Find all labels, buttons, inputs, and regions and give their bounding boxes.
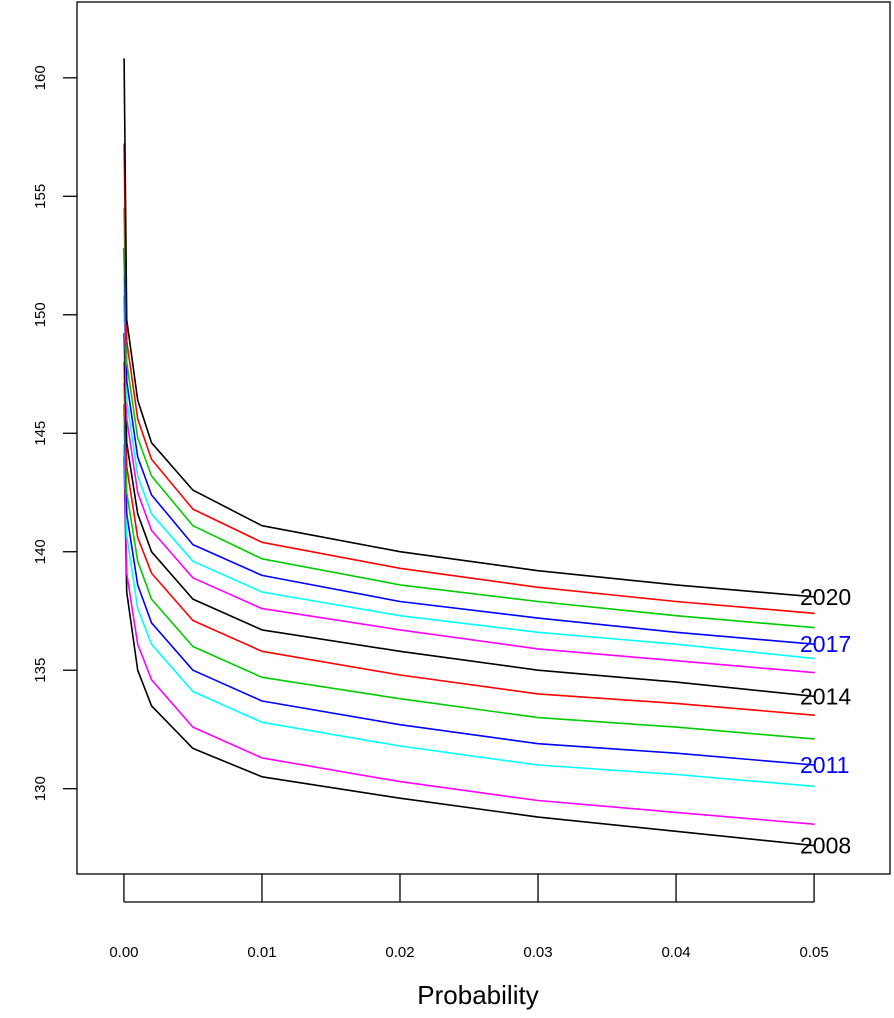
series-line-5 (123, 361, 815, 717)
series-annotation: 2014 (800, 683, 851, 709)
x-tick-label: 0.03 (523, 944, 552, 961)
series-line-0 (123, 456, 815, 847)
series-line-11 (123, 143, 815, 615)
x-tick-label: 0.01 (247, 944, 276, 961)
y-tick-label: 155 (32, 184, 49, 209)
series-annotation: 2020 (800, 584, 851, 610)
series-line-8 (123, 276, 815, 660)
x-axis-label: Probability (417, 980, 538, 1010)
x-tick-label: 0.00 (109, 944, 138, 961)
series-line-3 (123, 403, 815, 766)
series-layer (123, 58, 815, 847)
series-line-9 (123, 247, 815, 646)
series-line-2 (123, 425, 815, 788)
annotation-layer: 2020 2017 2014 2011 2008 (800, 584, 851, 859)
plot-frame (76, 1, 891, 875)
y-tick-label: 140 (32, 539, 49, 564)
y-tick-label: 135 (32, 658, 49, 683)
series-annotation: 2017 (800, 631, 851, 657)
series-annotation: 2008 (800, 833, 851, 859)
x-axis: 0.00 0.01 0.02 0.03 0.04 0.05 (109, 874, 829, 961)
series-line-7 (123, 294, 815, 674)
x-tick-label: 0.05 (799, 944, 828, 961)
x-tick-label: 0.02 (385, 944, 414, 961)
series-line-10 (123, 207, 815, 629)
series-line-12 (123, 58, 815, 598)
x-tick-label: 0.04 (661, 944, 690, 961)
series-line-4 (123, 382, 815, 740)
y-tick-label: 145 (32, 421, 49, 446)
y-tick-label: 160 (32, 65, 49, 90)
series-annotation: 2011 (800, 752, 849, 778)
y-tick-label: 150 (32, 302, 49, 327)
y-axis: 130 135 140 145 150 155 160 (32, 65, 77, 801)
series-line-6 (123, 332, 815, 698)
series-line-1 (123, 444, 815, 826)
y-tick-label: 130 (32, 776, 49, 801)
